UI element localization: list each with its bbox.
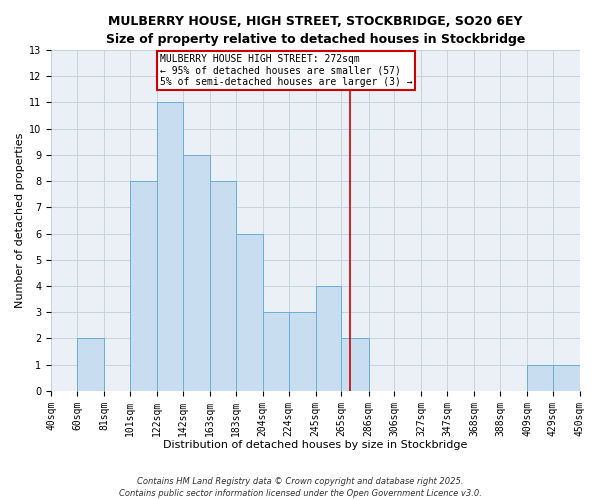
Text: MULBERRY HOUSE HIGH STREET: 272sqm
← 95% of detached houses are smaller (57)
5% : MULBERRY HOUSE HIGH STREET: 272sqm ← 95%… xyxy=(160,54,412,87)
Bar xyxy=(341,338,368,391)
Bar xyxy=(263,312,289,391)
Text: Contains HM Land Registry data © Crown copyright and database right 2025.
Contai: Contains HM Land Registry data © Crown c… xyxy=(119,476,481,498)
Bar xyxy=(77,338,104,391)
Bar xyxy=(130,181,157,391)
Bar xyxy=(316,286,341,391)
Y-axis label: Number of detached properties: Number of detached properties xyxy=(15,132,25,308)
Bar xyxy=(183,155,210,391)
X-axis label: Distribution of detached houses by size in Stockbridge: Distribution of detached houses by size … xyxy=(163,440,468,450)
Bar xyxy=(210,181,236,391)
Title: MULBERRY HOUSE, HIGH STREET, STOCKBRIDGE, SO20 6EY
Size of property relative to : MULBERRY HOUSE, HIGH STREET, STOCKBRIDGE… xyxy=(106,15,526,46)
Bar xyxy=(527,364,553,391)
Bar xyxy=(157,102,183,391)
Bar xyxy=(553,364,580,391)
Bar xyxy=(236,234,263,391)
Bar xyxy=(289,312,316,391)
